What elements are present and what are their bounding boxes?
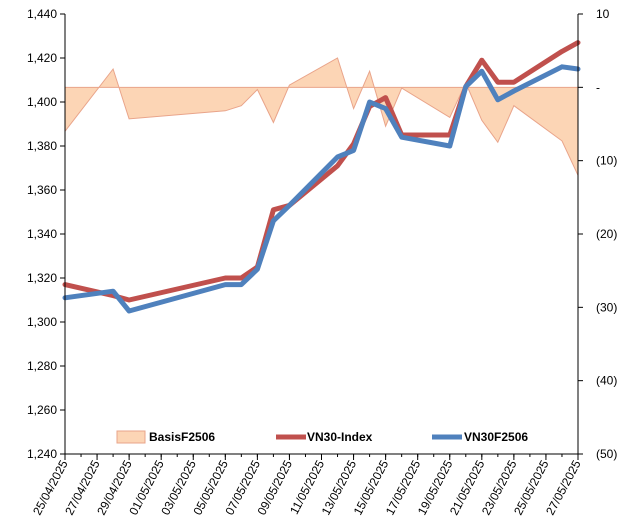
basis-area-edge [64, 57, 579, 176]
legend-item-vn30-index: VN30-Index [276, 430, 373, 444]
left-tick-label: 1,440 [27, 7, 57, 21]
left-tick-label: 1,300 [27, 315, 57, 329]
right-tick-label: (30) [596, 300, 617, 314]
left-tick-label: 1,240 [27, 447, 57, 461]
right-tick-label: (20) [596, 227, 617, 241]
legend-label-basis: BasisF2506 [149, 430, 215, 444]
right-tick-label: (10) [596, 154, 617, 168]
right-tick-label: (40) [596, 374, 617, 388]
legend-label-vn30f2506: VN30F2506 [464, 430, 528, 444]
series-line-vn30f2506 [62, 64, 581, 314]
legend: BasisF2506 VN30-Index VN30F2506 [116, 430, 528, 444]
left-tick-label: 1,260 [27, 403, 57, 417]
legend-item-vn30f2506: VN30F2506 [432, 430, 528, 444]
left-tick-label: 1,320 [27, 271, 57, 285]
legend-swatch-basis [116, 430, 146, 444]
left-tick-label: 1,360 [27, 183, 57, 197]
legend-label-vn30-index: VN30-Index [307, 430, 373, 444]
basis-area [65, 58, 578, 176]
axis-layer [60, 13, 583, 460]
left-tick-label: 1,280 [27, 359, 57, 373]
line-layer [62, 40, 581, 314]
left-tick-label: 1,380 [27, 139, 57, 153]
left-tick-label: 1,420 [27, 51, 57, 65]
right-tick-label: 10 [596, 7, 610, 21]
right-tick-label: - [596, 80, 600, 94]
left-tick-label: 1,400 [27, 95, 57, 109]
right-tick-label: (50) [596, 447, 617, 461]
basis-area-layer [64, 57, 579, 176]
legend-item-basis: BasisF2506 [116, 430, 215, 444]
left-tick-label: 1,340 [27, 227, 57, 241]
